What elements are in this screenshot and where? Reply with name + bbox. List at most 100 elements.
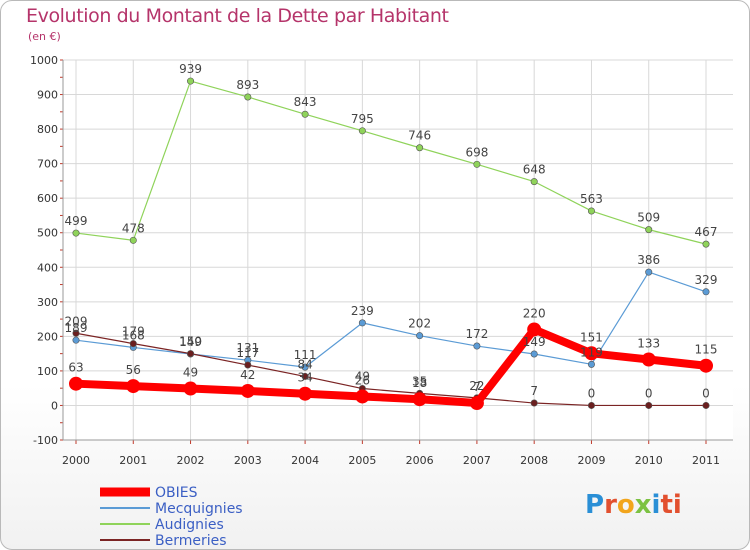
x-tick-label: 2000: [62, 454, 90, 467]
y-tick-label: 800: [37, 123, 58, 136]
data-label: 49: [183, 366, 198, 380]
legend-label: OBIES: [155, 485, 198, 501]
legend-label: Bermeries: [155, 533, 227, 549]
data-point: [129, 236, 137, 244]
data-point: [298, 386, 313, 401]
x-tick-label: 2003: [234, 454, 262, 467]
data-label: 56: [126, 363, 141, 377]
data-point: [72, 336, 80, 344]
data-point: [702, 288, 710, 296]
logo-letter: x: [634, 490, 652, 520]
series-line-mecquignies: [75, 271, 707, 368]
data-point: [301, 363, 309, 371]
data-point: [126, 379, 141, 394]
data-label: 115: [695, 343, 718, 357]
y-tick-label: 600: [37, 192, 58, 205]
data-point: [530, 178, 538, 186]
data-point: [587, 360, 595, 368]
y-tick-label: 200: [37, 330, 58, 343]
data-point: [702, 401, 710, 409]
data-label: 111: [294, 348, 317, 362]
data-point: [129, 340, 137, 348]
data-label: 939: [179, 62, 202, 76]
data-label: 648: [523, 163, 546, 177]
data-point: [358, 319, 366, 327]
y-tick-label: -100: [33, 434, 58, 447]
data-label: 467: [695, 225, 718, 239]
data-label: 746: [408, 129, 431, 143]
data-label: 0: [645, 386, 653, 400]
x-tick-label: 2008: [520, 454, 548, 467]
legend-label: Audignies: [155, 517, 224, 533]
data-label: 698: [465, 145, 488, 159]
data-label: 0: [702, 386, 710, 400]
logo-letter: o: [616, 490, 635, 520]
x-tick-label: 2009: [577, 454, 605, 467]
data-point: [587, 207, 595, 215]
logo-letter: ti: [660, 490, 682, 520]
y-tick-label: 0: [51, 399, 58, 412]
y-tick-label: 400: [37, 261, 58, 274]
data-label: 149: [523, 335, 546, 349]
data-label: 18: [412, 376, 427, 390]
data-point: [584, 346, 599, 361]
data-point: [69, 376, 83, 391]
data-label: 34: [297, 371, 312, 385]
data-point: [530, 399, 538, 407]
y-tick-label: 300: [37, 296, 58, 309]
data-label: 168: [122, 328, 145, 342]
data-point: [530, 350, 538, 358]
x-tick-label: 2005: [348, 454, 376, 467]
data-point: [240, 383, 255, 398]
data-label: 150: [179, 335, 202, 349]
data-point: [469, 396, 484, 411]
data-label: 386: [637, 253, 660, 267]
data-point: [187, 350, 195, 358]
data-label: 843: [294, 95, 317, 109]
data-label: 563: [580, 192, 603, 206]
data-label: 478: [122, 221, 145, 235]
legend-label: Mecquignies: [155, 501, 243, 517]
data-point: [183, 381, 198, 396]
data-label: 22: [469, 379, 484, 393]
data-label: 117: [236, 346, 259, 360]
data-label: 42: [240, 368, 255, 382]
data-label: 220: [523, 306, 546, 320]
data-point: [358, 127, 366, 135]
data-label: 63: [68, 361, 83, 375]
data-point: [412, 392, 427, 407]
series-line-bermeries: [75, 332, 707, 407]
data-label: 499: [65, 214, 88, 228]
x-tick-label: 2001: [119, 454, 147, 467]
data-point: [355, 389, 370, 404]
data-label: 7: [473, 380, 481, 394]
data-point: [473, 160, 481, 168]
data-point: [244, 361, 252, 369]
data-point: [72, 329, 80, 337]
chart-title: Evolution du Montant de la Dette par Hab…: [26, 5, 449, 27]
data-point: [527, 322, 542, 337]
series-line-obies: [72, 325, 710, 408]
data-label: 172: [465, 327, 488, 341]
data-label: 149: [179, 335, 202, 349]
plot-area: [63, 60, 733, 440]
data-point: [244, 93, 252, 101]
y-tick-label: 700: [37, 158, 58, 171]
data-point: [301, 372, 309, 380]
data-point: [72, 229, 80, 237]
data-label: 119: [580, 345, 603, 359]
series-line-audignies: [75, 80, 707, 245]
proxiti-logo: Proxiti: [585, 490, 682, 520]
data-label: 35: [412, 374, 427, 388]
data-label: 49: [355, 370, 370, 384]
data-point: [587, 401, 595, 409]
logo-letter: r: [604, 490, 617, 520]
logo-letter: P: [585, 490, 605, 520]
data-label: 202: [408, 317, 431, 331]
y-tick-label: 100: [37, 365, 58, 378]
y-tick-label: 1000: [30, 54, 58, 67]
data-label: 84: [297, 357, 312, 371]
data-point: [301, 110, 309, 118]
data-point: [645, 226, 653, 234]
